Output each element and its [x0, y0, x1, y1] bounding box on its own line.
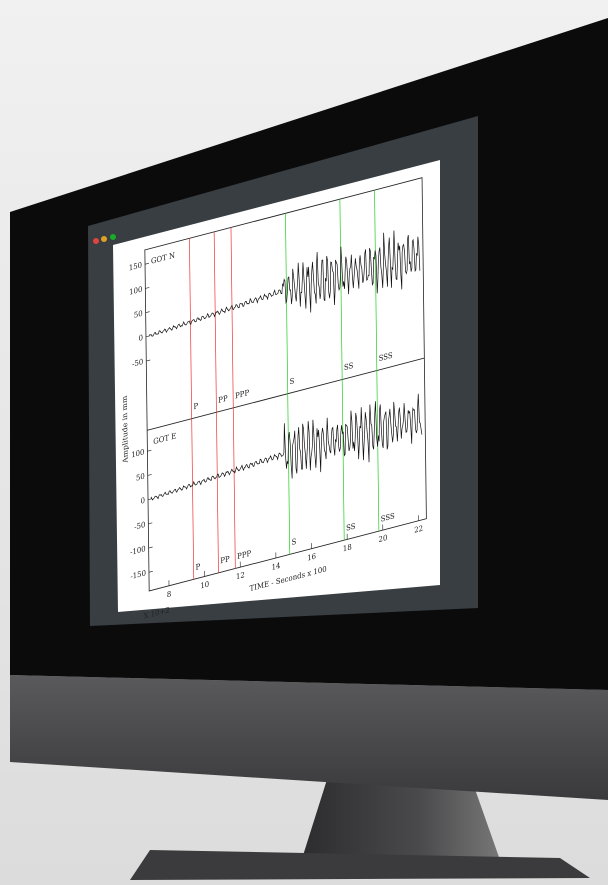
phase-line — [216, 412, 219, 573]
phase-line — [376, 370, 380, 532]
phase-label: PP — [218, 393, 227, 405]
y-tick — [148, 522, 153, 525]
x-tick-label: 10 — [200, 579, 209, 591]
phase-label: P — [193, 401, 198, 412]
y-tick-label: -150 — [130, 568, 146, 581]
y-tick — [147, 449, 152, 452]
y-tick — [146, 359, 151, 362]
x-tick-label: 8 — [167, 589, 172, 600]
phase-label: S — [289, 376, 294, 387]
phase-line — [232, 407, 236, 569]
phase-line — [374, 189, 378, 371]
phase-line — [230, 227, 234, 408]
close-button[interactable] — [93, 238, 99, 244]
screen-content — [113, 160, 440, 612]
waveform — [150, 393, 423, 501]
monitor-chin — [10, 675, 608, 800]
minimize-button[interactable] — [101, 236, 107, 242]
y-tick-label: 0 — [141, 495, 146, 506]
x-tick-label: 20 — [378, 533, 387, 545]
y-axis-label: Amplitude in mm — [120, 395, 129, 465]
stand-neck — [300, 770, 500, 865]
phase-label: PPP — [237, 548, 251, 561]
phase-line — [213, 231, 217, 413]
x-tick-label: 16 — [307, 551, 316, 563]
waveform — [148, 230, 421, 337]
y-tick-label: -100 — [130, 544, 146, 557]
y-tick-label: 150 — [129, 260, 143, 273]
y-tick-label: 50 — [134, 308, 143, 320]
stand-base — [130, 850, 590, 880]
x-tick-label: 22 — [414, 523, 423, 535]
phase-label: PPP — [235, 388, 249, 401]
y-tick — [145, 311, 150, 313]
phase-label: SS — [344, 361, 353, 373]
y-tick — [145, 262, 149, 265]
y-tick-label: -50 — [132, 357, 144, 369]
phase-label: SSS — [379, 350, 393, 363]
y-tick — [145, 335, 150, 338]
phase-line — [339, 199, 343, 380]
y-tick — [147, 474, 152, 476]
y-tick — [148, 546, 153, 549]
plot-frame — [144, 177, 427, 592]
y-tick — [145, 287, 150, 289]
phase-line — [285, 213, 289, 394]
y-tick-label: 0 — [139, 333, 144, 344]
phase-label: S — [292, 537, 297, 548]
zoom-button[interactable] — [110, 234, 116, 240]
panel-divider — [147, 357, 425, 431]
y-tick-label: 100 — [131, 447, 145, 460]
y-tick-label: 100 — [129, 284, 143, 297]
phase-label: P — [196, 562, 201, 573]
y-tick — [148, 570, 153, 573]
x-tick-label: 12 — [236, 570, 245, 582]
y-tick-label: -50 — [134, 520, 146, 532]
x-tick-label: 14 — [272, 560, 281, 572]
phase-line — [287, 393, 291, 555]
phase-line — [341, 379, 345, 541]
phase-line — [191, 418, 195, 580]
phase-label: PP — [220, 554, 229, 566]
phase-label: SSS — [381, 511, 395, 524]
y-tick — [148, 498, 152, 500]
x-tick-label: 18 — [343, 542, 352, 554]
phase-line — [189, 238, 193, 419]
phase-label: SS — [346, 521, 355, 533]
y-tick-label: 50 — [136, 471, 145, 483]
